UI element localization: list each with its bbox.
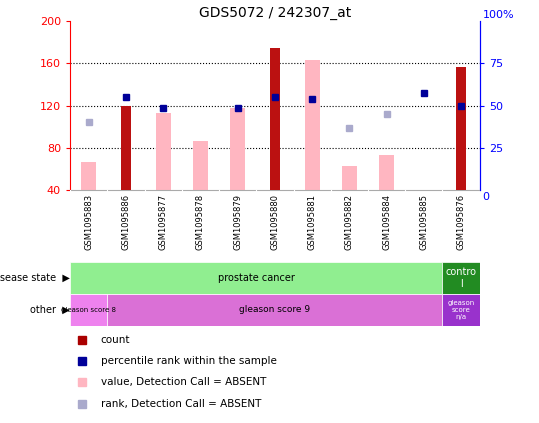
Text: GSM1095877: GSM1095877 [158,194,168,250]
Text: 100%: 100% [482,10,514,20]
Bar [305,60,320,190]
Bar [81,162,96,190]
Text: disease state  ▶: disease state ▶ [0,273,70,283]
Text: gleason score 9: gleason score 9 [239,305,310,314]
Text: value, Detection Call = ABSENT: value, Detection Call = ABSENT [101,377,266,387]
Text: gleason score 8: gleason score 8 [61,307,116,313]
Text: GSM1095886: GSM1095886 [121,194,130,250]
Text: 0: 0 [482,192,489,202]
Text: gleason
score
n/a: gleason score n/a [447,300,475,320]
Title: GDS5072 / 242307_at: GDS5072 / 242307_at [199,6,351,20]
Text: GSM1095876: GSM1095876 [457,194,466,250]
Text: GSM1095882: GSM1095882 [345,194,354,250]
Bar [70,294,107,326]
Text: contro
l: contro l [446,267,476,289]
Text: GSM1095884: GSM1095884 [382,194,391,250]
Text: count: count [101,335,130,345]
Text: GSM1095885: GSM1095885 [419,194,429,250]
Bar [457,67,466,190]
Text: prostate cancer: prostate cancer [218,273,295,283]
Bar [443,294,480,326]
Text: GSM1095883: GSM1095883 [84,194,93,250]
Bar [443,262,480,294]
Text: rank, Detection Call = ABSENT: rank, Detection Call = ABSENT [101,399,261,409]
Bar [107,294,443,326]
Bar [230,108,245,190]
Bar [342,166,357,190]
Bar [193,141,208,190]
Text: GSM1095880: GSM1095880 [271,194,279,250]
Bar [270,48,280,190]
Text: GSM1095881: GSM1095881 [308,194,316,250]
Bar [379,156,394,190]
Text: percentile rank within the sample: percentile rank within the sample [101,356,277,366]
Bar [121,106,130,190]
Text: GSM1095879: GSM1095879 [233,194,242,250]
Text: GSM1095878: GSM1095878 [196,194,205,250]
Text: other  ▶: other ▶ [30,305,70,315]
Bar [156,113,171,190]
